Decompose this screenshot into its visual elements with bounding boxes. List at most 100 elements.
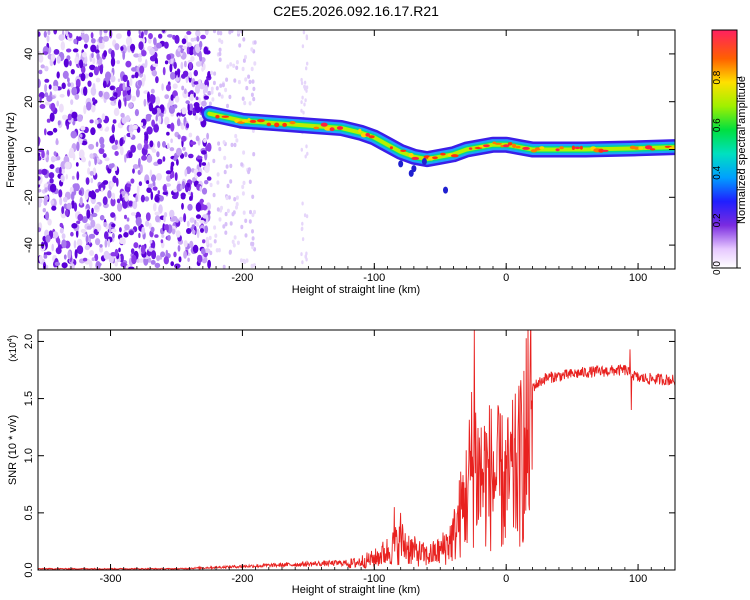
spectrogram-noise-blob	[52, 127, 58, 133]
spectrogram-noise-blob	[131, 95, 136, 102]
spectrogram-noise-blob	[139, 258, 144, 263]
spectrogram-noise-blob	[138, 232, 141, 239]
spectrogram-noise-blob	[91, 257, 96, 262]
spectrogram-noise-blob	[226, 64, 230, 69]
spectrogram-noise-blob	[140, 194, 145, 203]
spectrogram-hot-spot	[539, 146, 545, 150]
spectrogram-noise-blob	[155, 215, 160, 223]
spectrogram-noise-blob	[198, 51, 202, 60]
spectrogram-noise-blob	[126, 217, 130, 222]
spectrogram-noise-blob	[137, 56, 142, 63]
spectrogram-noise-blob	[219, 208, 223, 213]
spectrogram-noise-blob	[251, 241, 255, 247]
spectrogram-noise-blob	[90, 44, 97, 53]
spectrogram-noise-blob	[196, 155, 203, 160]
spectrogram-noise-blob	[58, 34, 65, 41]
spectrogram-noise-blob	[224, 87, 228, 93]
spectrogram-noise-blob	[69, 60, 72, 67]
spectrogram-noise-blob	[199, 220, 205, 224]
spectrogram-noise-blob	[134, 71, 139, 79]
spectrogram-noise-blob	[118, 247, 121, 253]
spectrogram-noise-blob	[75, 162, 79, 167]
spectrogram-y-tick-label: -40	[23, 237, 35, 253]
spectrogram-noise-blob	[147, 183, 153, 188]
spectrogram-y-label: Frequency (Hz)	[5, 112, 17, 188]
spectrogram-noise-blob	[209, 243, 213, 248]
spectrogram-noise-blob	[232, 243, 236, 248]
spectrogram-noise-blob	[180, 184, 183, 191]
snr-plot-frame	[37, 329, 676, 571]
spectrogram-noise-blob	[143, 98, 147, 107]
spectrogram-noise-blob	[237, 79, 241, 85]
spectrogram-hot-spot	[389, 146, 393, 150]
spectrogram-noise-blob	[71, 111, 78, 119]
spectrogram-noise-blob	[301, 95, 304, 100]
spectrogram-noise-blob	[166, 54, 172, 61]
spectrogram-noise-blob	[216, 172, 220, 177]
spectrogram-noise-blob	[103, 50, 107, 58]
spectrogram-noise-blob	[141, 226, 146, 235]
spectrogram-noise-blob	[58, 189, 63, 198]
spectrogram-noise-blob	[225, 195, 229, 201]
spectrogram-noise-blob	[224, 211, 228, 217]
spectrogram-noise-blob	[124, 214, 127, 220]
spectrogram-noise-blob	[251, 245, 255, 250]
spectrogram-noise-blob	[228, 250, 232, 255]
spectrogram-noise-blob	[152, 63, 158, 67]
spectrogram-noise-blob	[112, 175, 117, 184]
spectrogram-noise-blob	[148, 33, 153, 40]
spectrogram-noise-blob	[73, 202, 78, 212]
spectrogram-noise-blob	[137, 143, 143, 151]
spectrogram-noise-blob	[63, 196, 68, 203]
spectrogram-noise-blob	[89, 250, 94, 256]
spectrogram-noise-blob	[128, 200, 133, 207]
spectrogram-noise-blob	[181, 38, 187, 45]
spectrogram-noise-blob	[164, 116, 170, 126]
spectrogram-noise-blob	[67, 250, 72, 260]
spectrogram-noise-blob	[67, 89, 70, 97]
spectrogram-noise-blob	[178, 256, 182, 263]
spectrogram-noise-blob	[65, 174, 69, 180]
spectrogram-noise-blob	[139, 65, 145, 74]
spectrogram-noise-blob	[302, 30, 306, 35]
spectrogram-noise-blob	[94, 156, 97, 166]
spectrogram-noise-blob	[108, 163, 114, 170]
spectrogram-noise-blob	[189, 103, 194, 111]
spectrogram-noise-blob	[84, 190, 89, 201]
spectrogram-noise-blob	[195, 84, 200, 94]
spectrogram-noise-blob	[198, 97, 201, 104]
spectrogram-noise-blob	[92, 57, 96, 65]
spectrogram-noise-blob	[53, 151, 57, 156]
spectrogram-hot-spot	[365, 132, 371, 137]
spectrogram-hot-spot	[411, 156, 420, 160]
spectrogram-noise-blob	[174, 95, 180, 103]
spectrogram-noise-blob	[63, 203, 68, 209]
spectrogram-noise-blob	[166, 131, 170, 136]
spectrogram-noise-blob	[151, 119, 156, 127]
spectrogram-noise-blob	[91, 104, 96, 113]
spectrogram-hot-spot	[282, 122, 287, 127]
spectrogram-noise-blob	[64, 161, 71, 170]
spectrogram-noise-blob	[162, 141, 166, 148]
spectrogram-noise-blob	[70, 69, 75, 75]
spectrogram-noise-blob	[114, 248, 119, 257]
spectrogram-noise-blob	[74, 249, 78, 259]
spectrogram-noise-blob	[85, 177, 90, 185]
spectrogram-noise-blob	[48, 172, 55, 179]
spectrogram-noise-blob	[150, 174, 157, 182]
spectrogram-noise-blob	[209, 182, 213, 188]
spectrogram-noise-blob	[228, 94, 232, 100]
spectrogram-noise-blob	[71, 191, 75, 201]
spectrogram-noise-blob	[224, 222, 228, 227]
spectrogram-noise-blob	[67, 113, 72, 121]
spectrogram-noise-blob	[193, 37, 197, 42]
spectrogram-noise-blob	[69, 82, 75, 88]
spectrogram-noise-blob	[167, 234, 171, 241]
snr-x-label: Height of straight line (km)	[292, 584, 420, 596]
spectrogram-noise-blob	[245, 258, 249, 263]
spectrogram-noise-blob	[163, 215, 166, 223]
spectrogram-noise-blob	[114, 43, 120, 51]
spectrogram-noise-blob	[201, 162, 207, 166]
spectrogram-noise-blob	[119, 193, 123, 202]
